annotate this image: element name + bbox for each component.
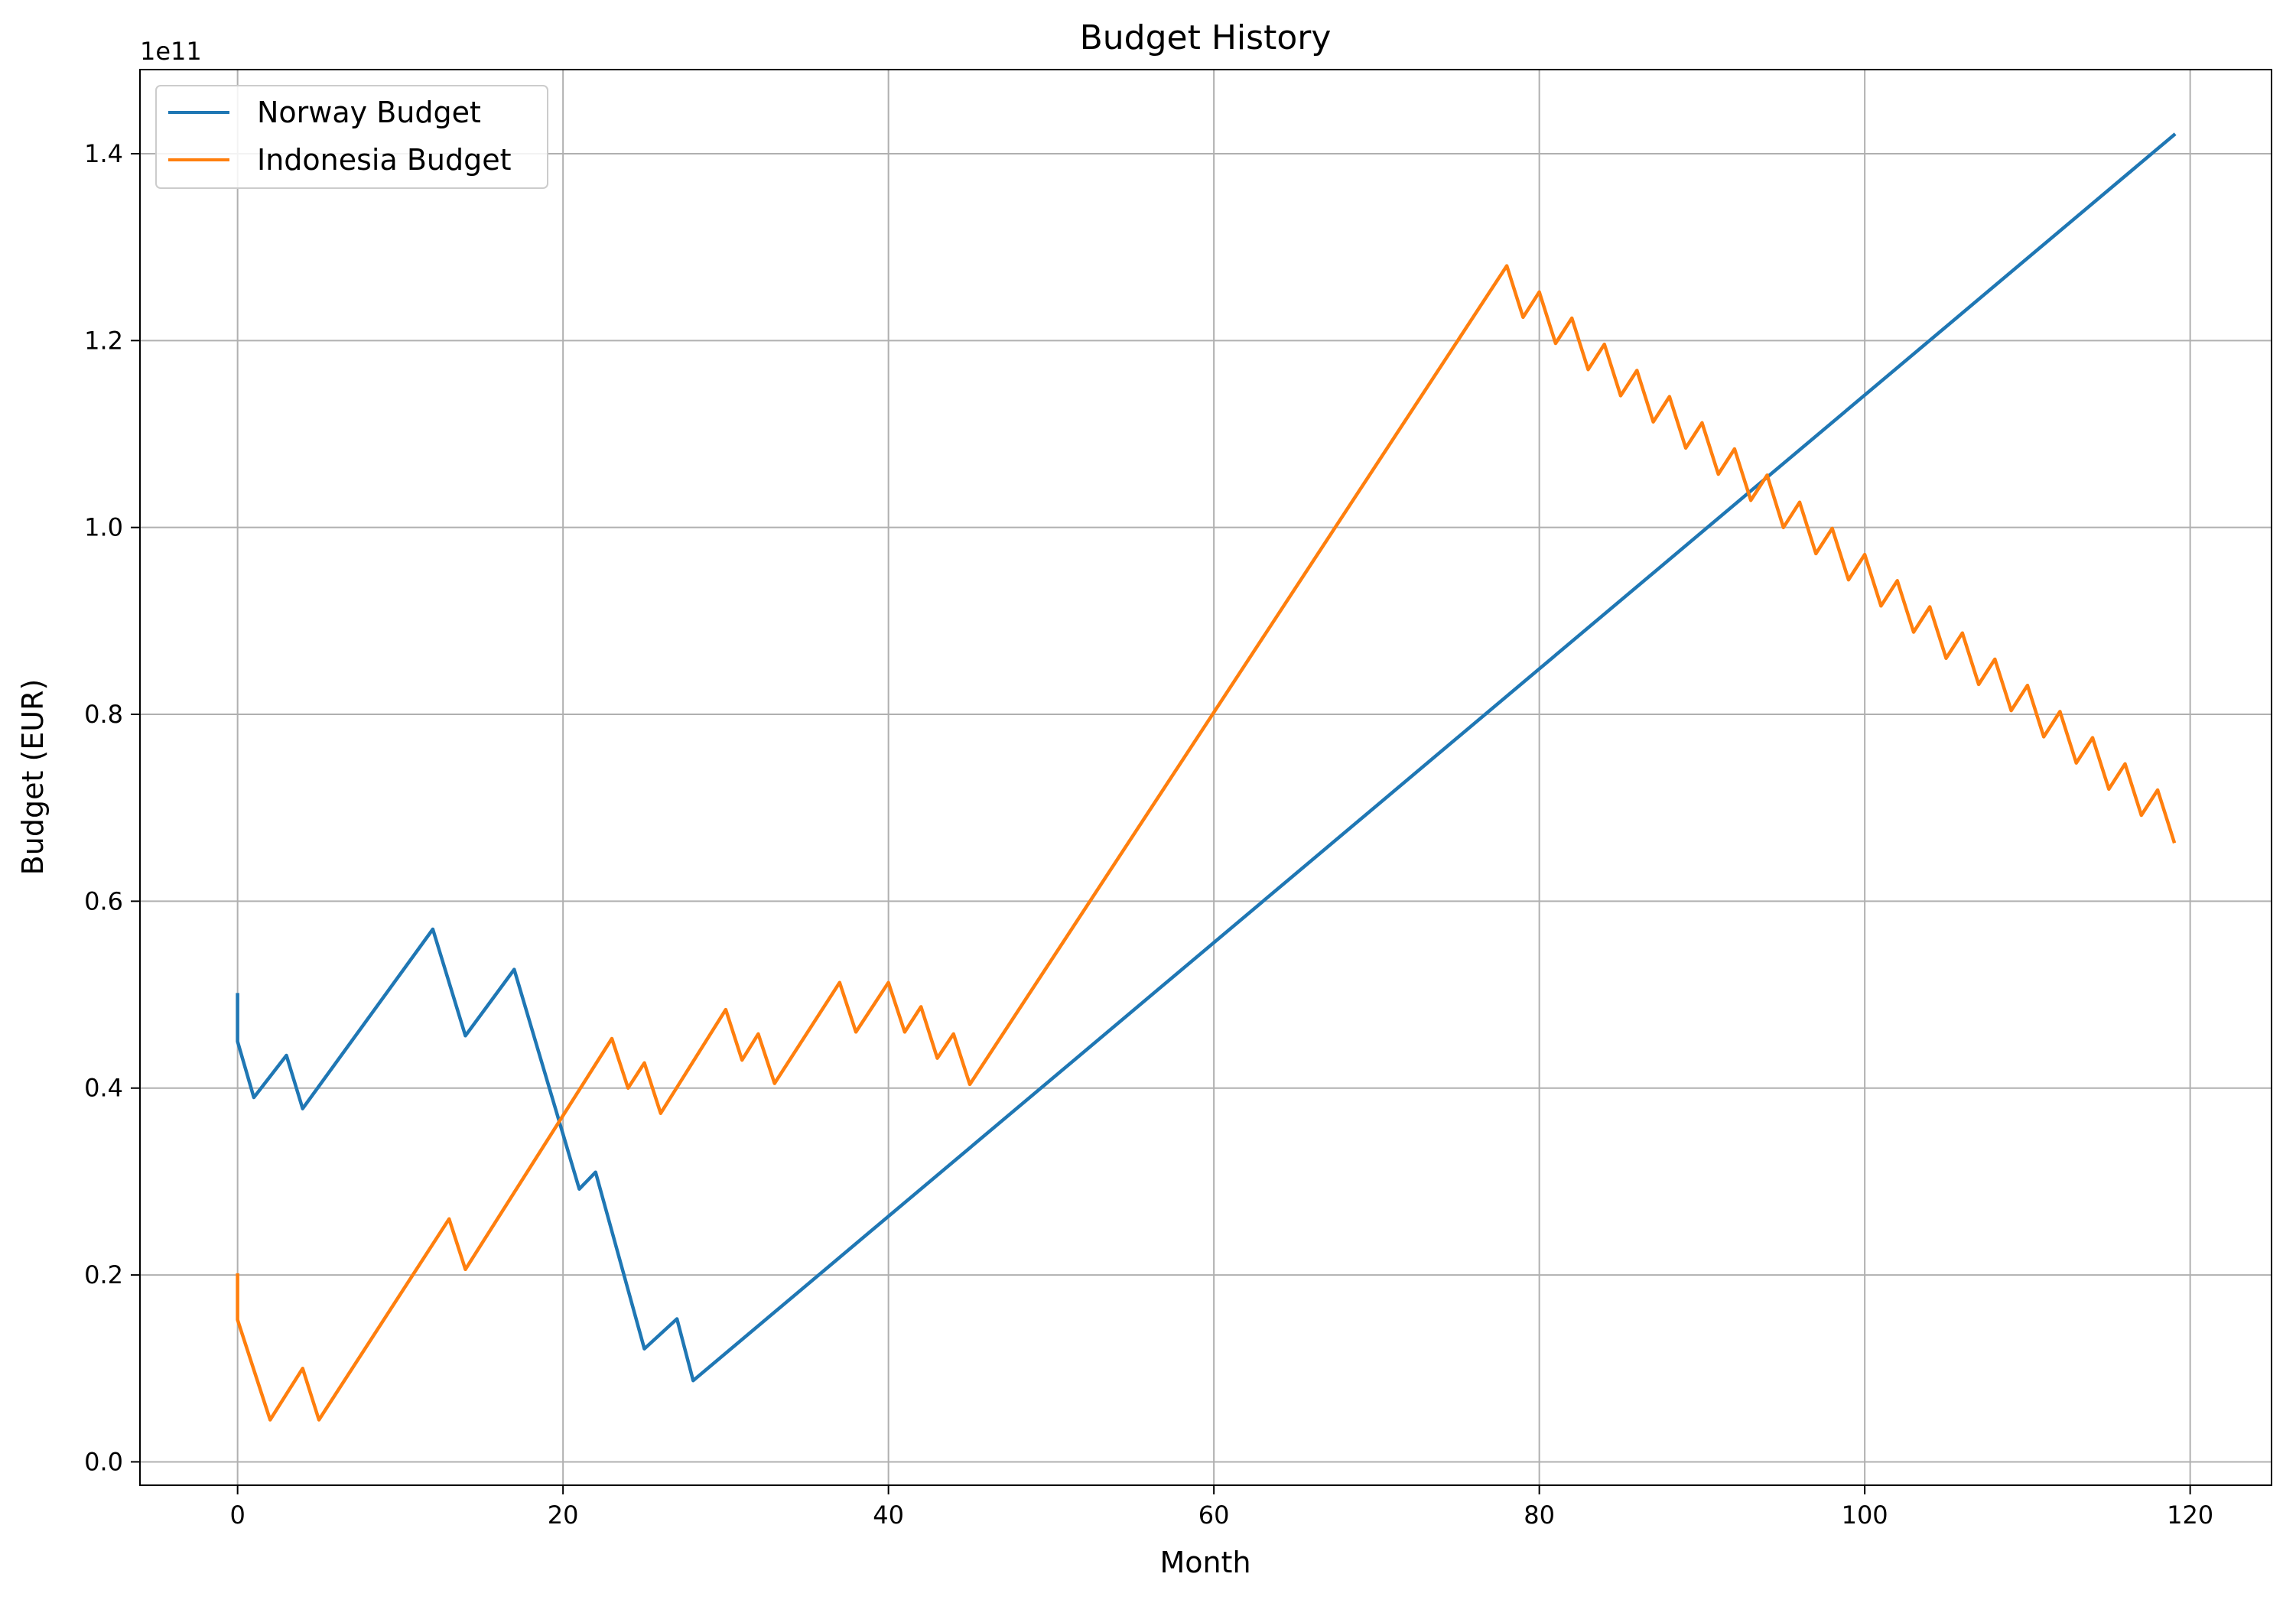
x-tick-label: 120	[2167, 1501, 2213, 1530]
y-axis-offset-label: 1e11	[140, 37, 202, 66]
y-tick-label: 0.0	[84, 1447, 123, 1476]
legend-label-norway: Norway Budget	[257, 96, 481, 129]
legend-box	[155, 85, 548, 189]
x-tick-label: 0	[229, 1501, 245, 1530]
series-line-indonesia-budget	[236, 264, 2177, 1422]
grid-lines	[140, 70, 2272, 1485]
chart-title: Budget History	[1080, 18, 1332, 57]
legend: Norway Budget Indonesia Budget	[155, 85, 548, 189]
series-line-norway-budget	[236, 132, 2177, 1383]
y-tick-label: 0.6	[84, 886, 123, 915]
y-axis-ticks: 0.0 0.2 0.4 0.6 0.8 1.0 1.2 1.4	[84, 139, 140, 1476]
y-axis-label: Budget (EUR)	[16, 679, 50, 876]
x-tick-label: 80	[1524, 1501, 1555, 1530]
y-tick-label: 1.2	[84, 326, 123, 355]
y-tick-label: 1.0	[84, 513, 123, 542]
plot-frame	[139, 69, 2272, 1486]
series-layer	[236, 132, 2177, 1422]
x-tick-label: 20	[548, 1501, 579, 1530]
x-axis-ticks: 0 20 40 60 80 100 120	[229, 1485, 2213, 1530]
legend-label-indonesia: Indonesia Budget	[257, 143, 512, 177]
y-tick-label: 0.2	[84, 1260, 123, 1289]
y-tick-label: 1.4	[84, 139, 123, 168]
y-tick-label: 0.4	[84, 1074, 123, 1103]
x-tick-label: 60	[1198, 1501, 1230, 1530]
y-tick-label: 0.8	[84, 700, 123, 729]
x-tick-label: 100	[1842, 1501, 1888, 1530]
x-axis-label: Month	[1159, 1546, 1250, 1579]
x-tick-label: 40	[873, 1501, 904, 1530]
